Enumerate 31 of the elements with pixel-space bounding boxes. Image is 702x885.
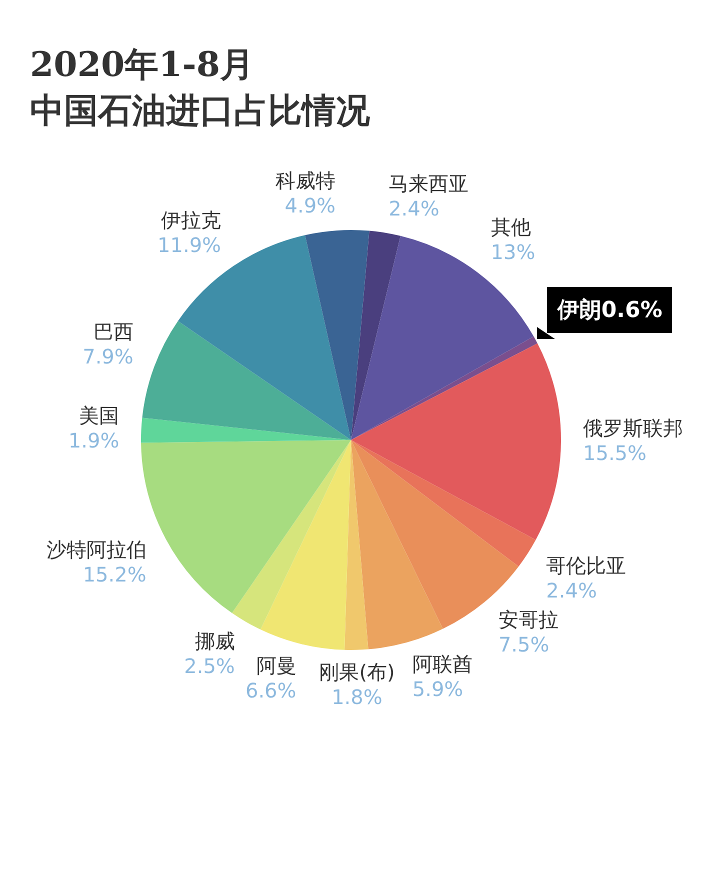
data-label: 2.4% xyxy=(388,196,440,220)
data-label: 15.5% xyxy=(582,441,647,466)
slice-label: 阿联酋 xyxy=(412,652,472,676)
chart-title: 2020年1-8月 xyxy=(30,44,254,87)
data-label: 5.9% xyxy=(412,676,464,701)
slice-label: 阿曼 xyxy=(256,654,296,678)
data-label: 2.4% xyxy=(546,578,597,603)
slice-label: 挪威 xyxy=(194,629,235,654)
slice-label: 科威特 xyxy=(276,168,336,193)
slice-label: 沙特阿拉伯 xyxy=(46,538,146,562)
data-label: 13% xyxy=(490,240,536,264)
data-label: 15.2% xyxy=(82,562,146,587)
chart-subtitle: 中国石油进口占比情况 xyxy=(30,90,370,133)
data-label: 4.9% xyxy=(284,194,336,218)
slice-label: 马来西亚 xyxy=(388,171,469,196)
slice-label: 美国 xyxy=(79,403,120,428)
data-label: 11.9% xyxy=(158,233,222,257)
slice-label: 巴西 xyxy=(93,320,134,344)
slice-label: 哥伦比亚 xyxy=(546,554,626,578)
data-label: 1.8% xyxy=(332,685,382,710)
data-label: 6.6% xyxy=(245,678,296,703)
data-label: 1.9% xyxy=(68,428,120,452)
data-label: 2.5% xyxy=(184,654,235,678)
data-label: 7.9% xyxy=(82,344,134,369)
slice-label: 俄罗斯联邦 xyxy=(582,416,683,440)
slice-label: 安哥拉 xyxy=(498,607,558,632)
slice-label: 伊拉克 xyxy=(161,208,222,232)
slice-label: 刚果(布) xyxy=(319,660,395,684)
data-label: 7.5% xyxy=(498,632,550,656)
slice-label: 伊朗0.6% xyxy=(547,286,672,333)
slice-label: 其他 xyxy=(490,215,531,240)
